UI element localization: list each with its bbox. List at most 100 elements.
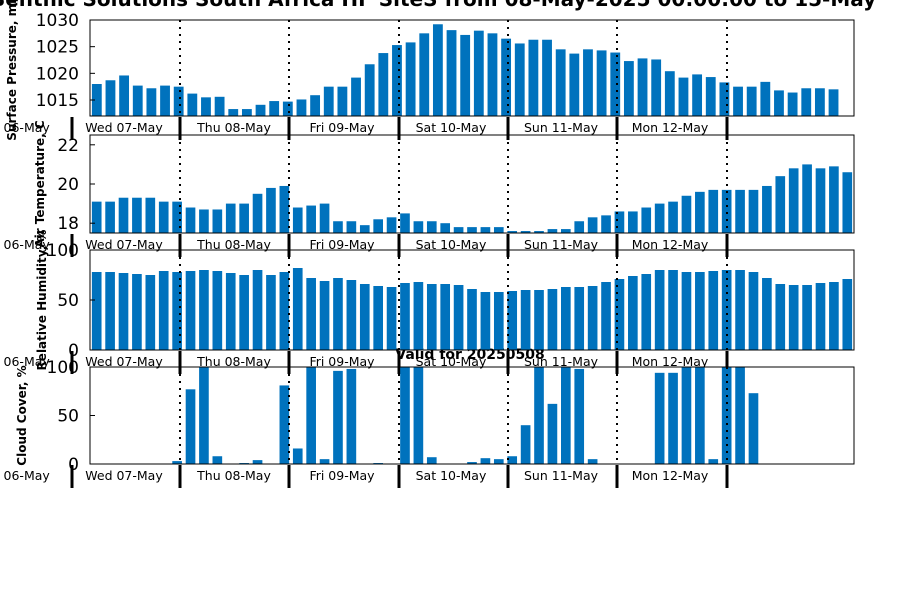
humidity-bar [453, 285, 464, 350]
temperature-bar [507, 231, 518, 233]
y-tick-label: 22 [57, 136, 79, 156]
day-label: Mon 12-May [632, 354, 709, 369]
y-tick-label: 0 [68, 455, 79, 475]
day-label: Mon 12-May [632, 120, 709, 135]
temperature-bar [132, 197, 142, 233]
humidity-bar [641, 274, 652, 350]
humidity-bar [762, 278, 772, 350]
pressure-bar [610, 52, 621, 116]
day-label: Sat 10-May [416, 354, 487, 369]
cloud-bar [695, 367, 705, 464]
temperature-bar [453, 227, 464, 233]
pressure-bar [814, 88, 825, 116]
temperature-bar [829, 166, 839, 233]
pressure-bar [678, 77, 689, 116]
humidity-bar [574, 287, 585, 350]
cloud-bar [480, 458, 491, 464]
pressure-panel: 1015 1020 1025 1030 Surface Pressure, mbTue … [0, 0, 855, 141]
humidity-bar [333, 278, 343, 350]
day-label: Tue 06-May [0, 120, 50, 135]
pressure-bar [201, 97, 211, 116]
day-label: Wed 07-May [85, 237, 163, 252]
y-tick-label: 1020 [36, 64, 79, 84]
cloud-bar [279, 385, 290, 464]
humidity-bar [373, 286, 384, 350]
cloud-bar [668, 372, 678, 464]
humidity-bar [199, 270, 209, 350]
humidity-bar [748, 272, 759, 350]
pressure-bar [255, 104, 266, 116]
y-tick-label: 18 [57, 214, 79, 234]
y-tick-label: 1025 [36, 38, 79, 58]
humidity-bar [668, 270, 678, 350]
pressure-bar [487, 33, 498, 117]
humidity-bar [735, 270, 745, 350]
day-label: Sun 11-May [524, 237, 599, 252]
humidity-bar [802, 285, 812, 350]
temperature-bar [775, 176, 786, 233]
pressure-bar [583, 49, 593, 117]
pressure-bar [828, 89, 839, 116]
cloud-bar [400, 367, 410, 464]
temperature-bar [534, 231, 544, 233]
humidity-bar [708, 271, 719, 350]
cloud-bar [493, 459, 504, 464]
pressure-bar [214, 96, 225, 116]
temperature-bar [587, 217, 598, 233]
cloud-bar [721, 367, 732, 464]
cloud-bar [520, 425, 531, 464]
cloud-bar [426, 457, 437, 464]
humidity-bar [695, 272, 705, 350]
humidity-bar [279, 272, 290, 350]
pressure-bar [91, 84, 102, 116]
pressure-bar [228, 109, 239, 116]
temperature-bar [802, 164, 812, 233]
temperature-bar [172, 201, 182, 233]
pressure-bar [501, 38, 512, 116]
day-label: Tue 06-May [0, 468, 50, 483]
pressure-bar [432, 24, 443, 117]
pressure-bar [733, 86, 743, 116]
day-label: Fri 09-May [309, 237, 375, 252]
temperature-bar [748, 189, 759, 233]
temperature-bar [842, 172, 853, 233]
humidity-bar [547, 289, 558, 350]
humidity-bar [775, 284, 786, 350]
pressure-bar [323, 86, 334, 116]
pressure-bar [542, 39, 552, 116]
humidity-bar [91, 272, 102, 350]
humidity-bar [467, 289, 477, 350]
humidity-bar [493, 292, 504, 350]
y-tick-label: 50 [57, 407, 79, 427]
day-label: Mon 12-May [632, 468, 709, 483]
day-label: Thu 08-May [196, 354, 271, 369]
pressure-bar [692, 74, 703, 116]
cloud-ylabel: Cloud Cover, % [15, 365, 29, 465]
temperature-bar [520, 231, 531, 233]
temperature-bar [426, 221, 437, 233]
humidity-bar [158, 271, 169, 350]
pressure-bar [746, 86, 757, 116]
temperature-bar [185, 207, 196, 233]
temperature-bar [105, 201, 115, 233]
pressure-bar [119, 75, 130, 116]
cloud-bar [547, 403, 558, 464]
pressure-bar [569, 53, 580, 116]
pressure-bar [364, 64, 375, 116]
humidity-bar [654, 270, 665, 350]
humidity-bar [829, 282, 839, 350]
cloud-bar [413, 367, 424, 464]
day-label: Sun 11-May [524, 468, 599, 483]
temperature-bar [654, 203, 665, 233]
temperature-bar [628, 211, 638, 233]
humidity-bar [185, 271, 196, 350]
temperature-bar [239, 203, 249, 233]
y-tick-label: 100 [47, 241, 79, 261]
temperature-bar [668, 201, 678, 233]
humidity-bar [534, 290, 544, 350]
temperature-bar [681, 195, 692, 233]
temperature-bar [601, 215, 611, 233]
day-label: Thu 08-May [196, 120, 271, 135]
temperature-bar [762, 185, 772, 233]
